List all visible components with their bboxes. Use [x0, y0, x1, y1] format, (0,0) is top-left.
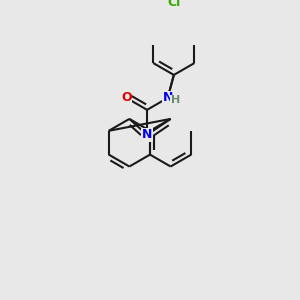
- Text: H: H: [171, 95, 180, 106]
- Text: O: O: [121, 92, 132, 104]
- Text: N: N: [163, 92, 173, 104]
- Text: N: N: [142, 128, 152, 141]
- Text: Cl: Cl: [167, 0, 181, 9]
